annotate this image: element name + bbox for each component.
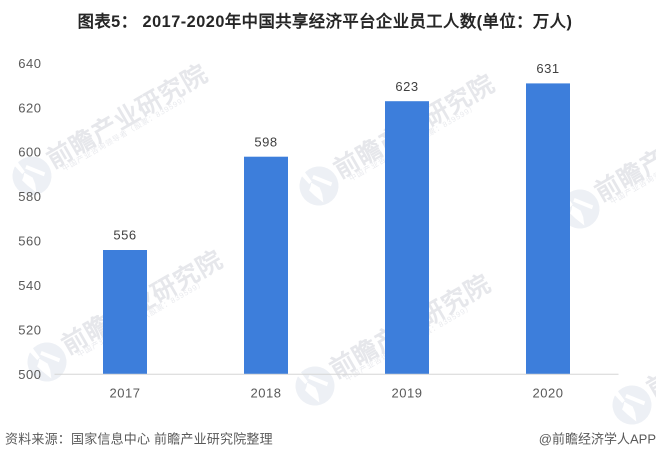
svg-text:2019: 2019 bbox=[392, 386, 423, 401]
svg-text:2017: 2017 bbox=[110, 386, 141, 401]
svg-text:图表5： 2017-2020年中国共享经济平台企业员工人数(: 图表5： 2017-2020年中国共享经济平台企业员工人数(单位：万人) bbox=[78, 12, 573, 31]
svg-text:2018: 2018 bbox=[251, 386, 282, 401]
svg-text:631: 631 bbox=[536, 61, 559, 76]
svg-text:资料来源：国家信息中心 前瞻产业研究院整理: 资料来源：国家信息中心 前瞻产业研究院整理 bbox=[5, 432, 273, 447]
svg-text:598: 598 bbox=[254, 134, 277, 149]
svg-text:556: 556 bbox=[113, 228, 136, 243]
svg-text:623: 623 bbox=[395, 79, 418, 94]
svg-text:500: 500 bbox=[18, 367, 41, 382]
svg-text:580: 580 bbox=[18, 189, 41, 204]
svg-text:600: 600 bbox=[18, 145, 41, 160]
svg-text:560: 560 bbox=[18, 234, 41, 249]
svg-text:620: 620 bbox=[18, 100, 41, 115]
svg-text:@前瞻经济学人APP: @前瞻经济学人APP bbox=[539, 432, 656, 447]
svg-text:640: 640 bbox=[18, 56, 41, 71]
svg-text:540: 540 bbox=[18, 278, 41, 293]
svg-text:520: 520 bbox=[18, 322, 41, 337]
svg-text:2020: 2020 bbox=[533, 386, 564, 401]
